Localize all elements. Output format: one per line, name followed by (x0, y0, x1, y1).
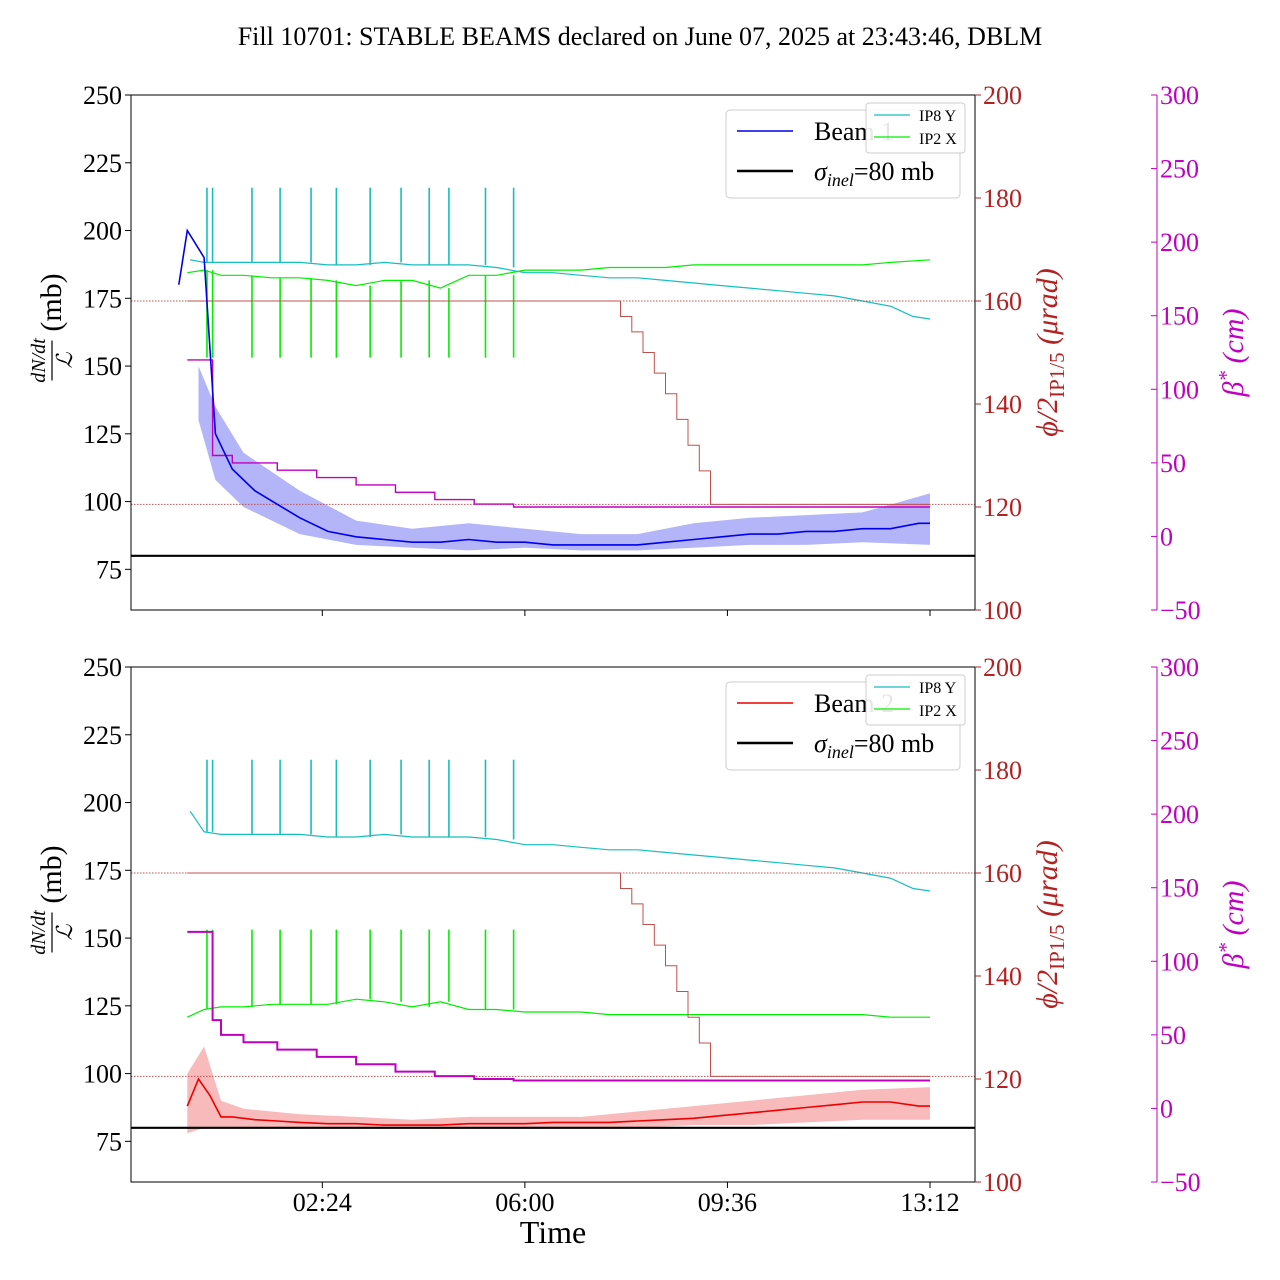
p2-right2-tick-label: 150 (1160, 874, 1199, 903)
p1-beam-line (178, 228, 930, 546)
p1-left-label-unit: (mb) (35, 273, 68, 331)
p2-left-label-numerator: dN/dt (28, 910, 50, 955)
p1-right2-tick-label: 50 (1160, 449, 1186, 478)
p2-right2-tick-label: 100 (1160, 947, 1199, 976)
p1-right1-tick-label: 140 (983, 390, 1022, 419)
p1-right2-tick-label: 200 (1160, 228, 1199, 257)
p2-left-tick-label: 175 (83, 856, 122, 885)
p2-plot-frame (130, 666, 976, 1183)
p1-legend-ip8-label: IP8 Y (919, 108, 957, 125)
p1-left-tick-label: 225 (83, 149, 122, 178)
p1-crossing-angle-line (187, 300, 930, 505)
bottom-panel: 75 100 125 150 175 200 225 250 100 120 140 160 180 20… (28, 653, 1250, 1217)
p2-right1-axis-label: ϕ/2IP1/5 (μrad) (1031, 840, 1069, 1009)
p2-left-tick-label: 225 (83, 721, 122, 750)
plot-area (131, 759, 975, 1134)
p2-beam-line (186, 1077, 930, 1126)
p1-legend-sigma-label: σinel=80 mb (814, 157, 934, 190)
p1-beam-band (198, 366, 930, 551)
p2-x-tick-label: 06:00 (495, 1188, 554, 1217)
x-axis-label: Time (520, 1214, 586, 1250)
p1-left-tick-label: 125 (83, 420, 122, 449)
p1-right2-tick-label: 100 (1160, 375, 1199, 404)
p2-x-tick-label: 09:36 (698, 1188, 757, 1217)
p2-right1-tick-label: 100 (983, 1168, 1022, 1197)
p1-right1-tick-label: 200 (983, 81, 1022, 110)
p2-beam-band (187, 1046, 931, 1134)
p2-x-tick-label: 02:24 (293, 1188, 352, 1217)
p2-right1-tick-label: 200 (983, 653, 1022, 682)
plot-area (131, 187, 975, 557)
p2-left-label-unit: (mb) (35, 845, 68, 903)
p2-right2-tick-label: −50 (1160, 1168, 1201, 1197)
p1-right2-axis-label: β* (cm) (1214, 309, 1250, 398)
p2-legend-ip8-label: IP8 Y (919, 680, 957, 697)
p2-beta-star-line (187, 930, 930, 1082)
p1-right1-tick-label: 180 (983, 184, 1022, 213)
p2-right2-tick-label: 300 (1160, 653, 1199, 682)
p1-ip2-line (187, 259, 931, 289)
p1-left-tick-label: 175 (83, 284, 122, 313)
p2-left-tick-label: 200 (83, 789, 122, 818)
p2-right1-tick-label: 120 (983, 1065, 1022, 1094)
p1-right2-tick-label: −50 (1160, 596, 1201, 625)
p2-left-tick-label: 75 (96, 1127, 122, 1156)
top-panel: 75 100 125 150 175 200 225 250 100 120 140 160 180 20… (28, 81, 1250, 625)
p2-right1-tick-label: 180 (983, 756, 1022, 785)
p1-plot-frame (130, 94, 976, 611)
p1-right2-tick-label: 150 (1160, 302, 1199, 331)
p1-left-axis-label: dN/dt ℒ (mb) (28, 273, 77, 382)
p2-left-label-denominator: ℒ (52, 923, 77, 940)
p2-right2-axis-label: β* (cm) (1214, 881, 1250, 970)
p2-crossing-angle-line (187, 872, 930, 1077)
p1-left-tick-label: 200 (83, 217, 122, 246)
p1-right1-tick-label: 160 (983, 287, 1022, 316)
p1-right1-tick-label: 100 (983, 596, 1022, 625)
p1-left-label-denominator: ℒ (52, 351, 77, 368)
p2-ip8-line (189, 810, 931, 892)
p1-legend-ip2-label: IP2 X (919, 131, 957, 148)
p2-left-tick-label: 250 (83, 653, 122, 682)
p1-right1-axis-label: ϕ/2IP1/5 (μrad) (1031, 268, 1069, 437)
p2-right1-tick-label: 160 (983, 859, 1022, 888)
p2-left-axis-label: dN/dt ℒ (mb) (28, 845, 77, 954)
p1-left-tick-label: 250 (83, 81, 122, 110)
p1-left-tick-label: 100 (83, 488, 122, 517)
p1-beta-star-line (187, 359, 930, 508)
p1-left-label-numerator: dN/dt (28, 338, 50, 383)
p2-ip2-line (187, 998, 930, 1018)
p1-left-tick-label: 150 (83, 352, 122, 381)
p2-left-tick-label: 100 (83, 1060, 122, 1089)
p2-right2-tick-label: 250 (1160, 727, 1199, 756)
p2-legend-sigma-label: σinel=80 mb (814, 729, 934, 762)
p2-left-tick-label: 125 (83, 992, 122, 1021)
p1-right2-tick-label: 300 (1160, 81, 1199, 110)
p2-x-tick-label: 13:12 (900, 1188, 959, 1217)
p1-left-tick-label: 75 (96, 555, 122, 584)
p2-left-tick-label: 150 (83, 924, 122, 953)
p1-right1-tick-label: 120 (983, 493, 1022, 522)
p2-right2-tick-label: 50 (1160, 1021, 1186, 1050)
p2-right1-tick-label: 140 (983, 962, 1022, 991)
p2-right2-tick-label: 0 (1160, 1094, 1173, 1123)
chart-title: Fill 10701: STABLE BEAMS declared on Jun… (238, 22, 1043, 51)
p1-ip8-line (189, 259, 931, 320)
p2-legend-ip2-label: IP2 X (919, 703, 957, 720)
p1-right2-tick-label: 250 (1160, 155, 1199, 184)
p1-right2-tick-label: 0 (1160, 522, 1173, 551)
p2-right2-tick-label: 200 (1160, 800, 1199, 829)
